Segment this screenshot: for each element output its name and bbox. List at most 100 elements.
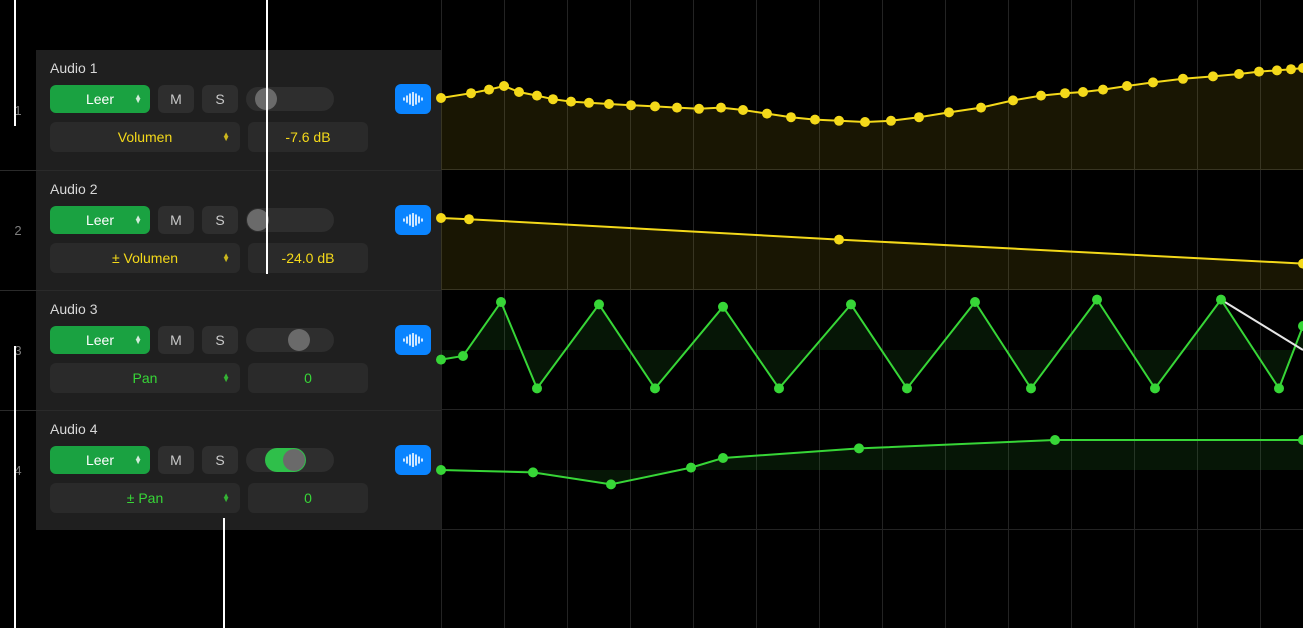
automation-point[interactable]	[1208, 71, 1218, 81]
automation-value[interactable]: 0	[248, 363, 368, 393]
automation-point[interactable]	[496, 297, 506, 307]
automation-point[interactable]	[786, 112, 796, 122]
automation-point[interactable]	[1036, 91, 1046, 101]
automation-point[interactable]	[548, 94, 558, 104]
automation-point[interactable]	[944, 107, 954, 117]
automation-point[interactable]	[532, 383, 542, 393]
automation-point[interactable]	[606, 479, 616, 489]
automation-lane[interactable]	[441, 50, 1303, 170]
automation-lane[interactable]	[441, 170, 1303, 290]
track-row: 2 Audio 2 Leer▲▼ M S	[0, 170, 441, 290]
automation-point[interactable]	[1254, 67, 1264, 77]
automation-point[interactable]	[1092, 295, 1102, 305]
mute-button[interactable]: M	[158, 326, 194, 354]
solo-button[interactable]: S	[202, 206, 238, 234]
automation-point[interactable]	[436, 355, 446, 365]
automation-point[interactable]	[650, 383, 660, 393]
automation-point[interactable]	[1050, 435, 1060, 445]
automation-point[interactable]	[1298, 321, 1303, 331]
automation-point[interactable]	[650, 101, 660, 111]
automation-point[interactable]	[914, 112, 924, 122]
automation-point[interactable]	[762, 109, 772, 119]
automation-point[interactable]	[854, 443, 864, 453]
automation-point[interactable]	[626, 100, 636, 110]
automation-point[interactable]	[594, 299, 604, 309]
automation-point[interactable]	[499, 81, 509, 91]
automation-point[interactable]	[1098, 85, 1108, 95]
automation-point[interactable]	[672, 103, 682, 113]
automation-point[interactable]	[466, 88, 476, 98]
automation-point[interactable]	[886, 116, 896, 126]
automation-point[interactable]	[1274, 383, 1284, 393]
automation-point[interactable]	[484, 85, 494, 95]
automation-lane[interactable]	[441, 410, 1303, 530]
automation-point[interactable]	[1078, 87, 1088, 97]
mute-button[interactable]: M	[158, 206, 194, 234]
automation-point[interactable]	[1122, 81, 1132, 91]
waveform-icon[interactable]	[395, 84, 431, 114]
automation-value[interactable]: 0	[248, 483, 368, 513]
automation-point[interactable]	[1150, 383, 1160, 393]
waveform-icon[interactable]	[395, 325, 431, 355]
automation-param-dropdown[interactable]: Volumen▲▼	[50, 122, 240, 152]
automation-point[interactable]	[1178, 74, 1188, 84]
automation-point[interactable]	[1148, 77, 1158, 87]
automation-point[interactable]	[464, 214, 474, 224]
mute-button[interactable]: M	[158, 446, 194, 474]
automation-point[interactable]	[834, 116, 844, 126]
automation-point[interactable]	[1234, 69, 1244, 79]
waveform-icon[interactable]	[395, 205, 431, 235]
automation-mode-button[interactable]: Leer▲▼	[50, 326, 150, 354]
automation-point[interactable]	[566, 97, 576, 107]
automation-mode-button[interactable]: Leer▲▼	[50, 85, 150, 113]
automation-mode-button[interactable]: Leer▲▼	[50, 206, 150, 234]
automation-point[interactable]	[694, 104, 704, 114]
solo-button[interactable]: S	[202, 326, 238, 354]
automation-point[interactable]	[436, 213, 446, 223]
automation-point[interactable]	[604, 99, 614, 109]
automation-point[interactable]	[514, 87, 524, 97]
solo-button[interactable]: S	[202, 85, 238, 113]
automation-point[interactable]	[1272, 65, 1282, 75]
automation-point[interactable]	[902, 383, 912, 393]
automation-point[interactable]	[458, 351, 468, 361]
automation-point[interactable]	[738, 105, 748, 115]
slider[interactable]	[246, 448, 334, 472]
automation-point[interactable]	[970, 297, 980, 307]
automation-point[interactable]	[860, 117, 870, 127]
automation-point[interactable]	[716, 103, 726, 113]
slider[interactable]	[246, 328, 334, 352]
automation-mode-button[interactable]: Leer▲▼	[50, 446, 150, 474]
automation-point[interactable]	[436, 465, 446, 475]
solo-button[interactable]: S	[202, 446, 238, 474]
automation-point[interactable]	[846, 299, 856, 309]
automation-point[interactable]	[528, 467, 538, 477]
automation-point[interactable]	[436, 93, 446, 103]
automation-param-dropdown[interactable]: ± Volumen▲▼	[50, 243, 240, 273]
automation-point[interactable]	[1286, 64, 1296, 74]
automation-point[interactable]	[584, 98, 594, 108]
automation-point[interactable]	[976, 103, 986, 113]
automation-point[interactable]	[718, 453, 728, 463]
automation-point[interactable]	[1008, 95, 1018, 105]
automation-param-dropdown[interactable]: Pan▲▼	[50, 363, 240, 393]
slider[interactable]	[246, 208, 334, 232]
waveform-icon[interactable]	[395, 445, 431, 475]
automation-point[interactable]	[810, 115, 820, 125]
automation-param-dropdown[interactable]: ± Pan▲▼	[50, 483, 240, 513]
slider-knob[interactable]	[288, 329, 310, 351]
automation-point[interactable]	[532, 91, 542, 101]
automation-fill	[441, 68, 1303, 170]
slider[interactable]	[246, 87, 334, 111]
automation-point[interactable]	[834, 235, 844, 245]
mute-button[interactable]: M	[158, 85, 194, 113]
automation-lane[interactable]	[441, 290, 1303, 410]
automation-point[interactable]	[718, 302, 728, 312]
automation-point[interactable]	[1216, 295, 1226, 305]
automation-point[interactable]	[1026, 383, 1036, 393]
automation-point[interactable]	[686, 463, 696, 473]
automation-point[interactable]	[774, 383, 784, 393]
automation-point[interactable]	[1060, 88, 1070, 98]
slider-knob[interactable]	[283, 449, 305, 471]
callout-line	[223, 518, 225, 628]
